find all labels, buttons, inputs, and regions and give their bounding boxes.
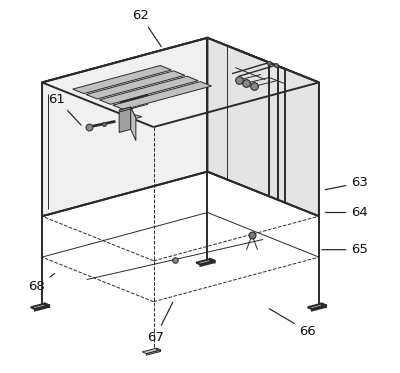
Polygon shape: [210, 259, 214, 262]
Polygon shape: [312, 305, 326, 310]
Polygon shape: [308, 304, 326, 309]
Text: 68: 68: [28, 274, 55, 293]
Polygon shape: [200, 261, 214, 266]
Polygon shape: [146, 350, 161, 355]
Polygon shape: [142, 348, 161, 354]
Text: 62: 62: [132, 9, 161, 47]
Text: 61: 61: [48, 93, 81, 125]
Polygon shape: [45, 304, 49, 307]
Text: 65: 65: [322, 243, 368, 256]
Polygon shape: [73, 66, 172, 94]
Text: 63: 63: [325, 176, 368, 190]
Text: 64: 64: [326, 206, 368, 219]
Polygon shape: [208, 38, 319, 216]
Polygon shape: [113, 82, 212, 110]
Polygon shape: [119, 107, 131, 132]
Text: 66: 66: [269, 309, 316, 338]
Polygon shape: [42, 38, 319, 127]
Polygon shape: [86, 71, 185, 99]
Polygon shape: [196, 259, 214, 264]
Polygon shape: [131, 107, 136, 141]
Polygon shape: [31, 304, 49, 309]
Text: 67: 67: [147, 303, 173, 344]
Polygon shape: [99, 76, 198, 104]
Polygon shape: [42, 38, 208, 216]
Polygon shape: [156, 348, 161, 351]
Polygon shape: [119, 107, 142, 118]
Polygon shape: [35, 305, 49, 310]
Polygon shape: [322, 304, 326, 307]
